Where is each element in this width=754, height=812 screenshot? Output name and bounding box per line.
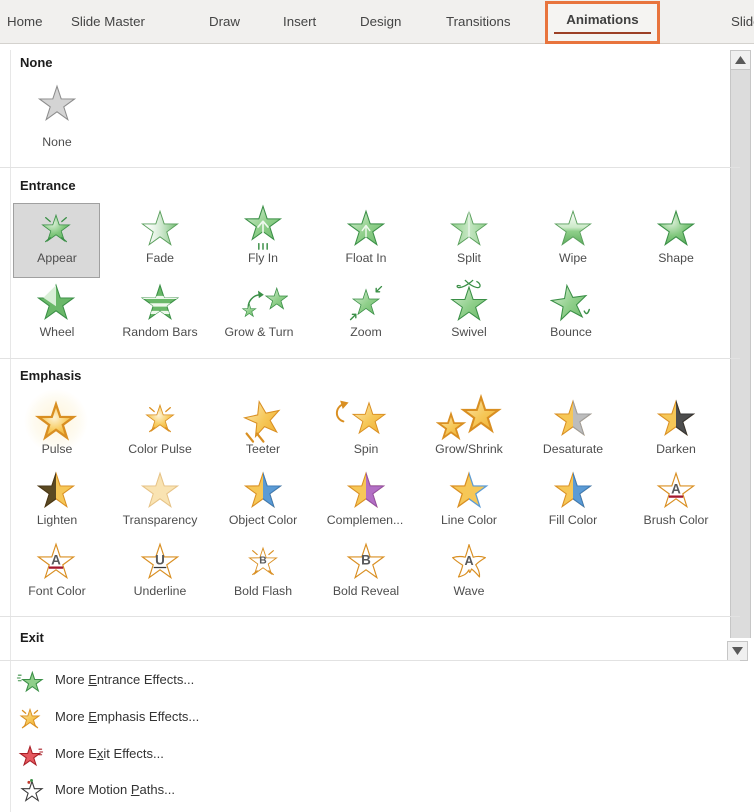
svg-text:B: B	[361, 552, 371, 567]
svg-text:U: U	[155, 552, 165, 567]
svg-text:A: A	[464, 554, 473, 568]
svg-text:A: A	[51, 552, 61, 567]
svg-text:A: A	[671, 481, 681, 496]
svg-text:B: B	[259, 556, 266, 567]
